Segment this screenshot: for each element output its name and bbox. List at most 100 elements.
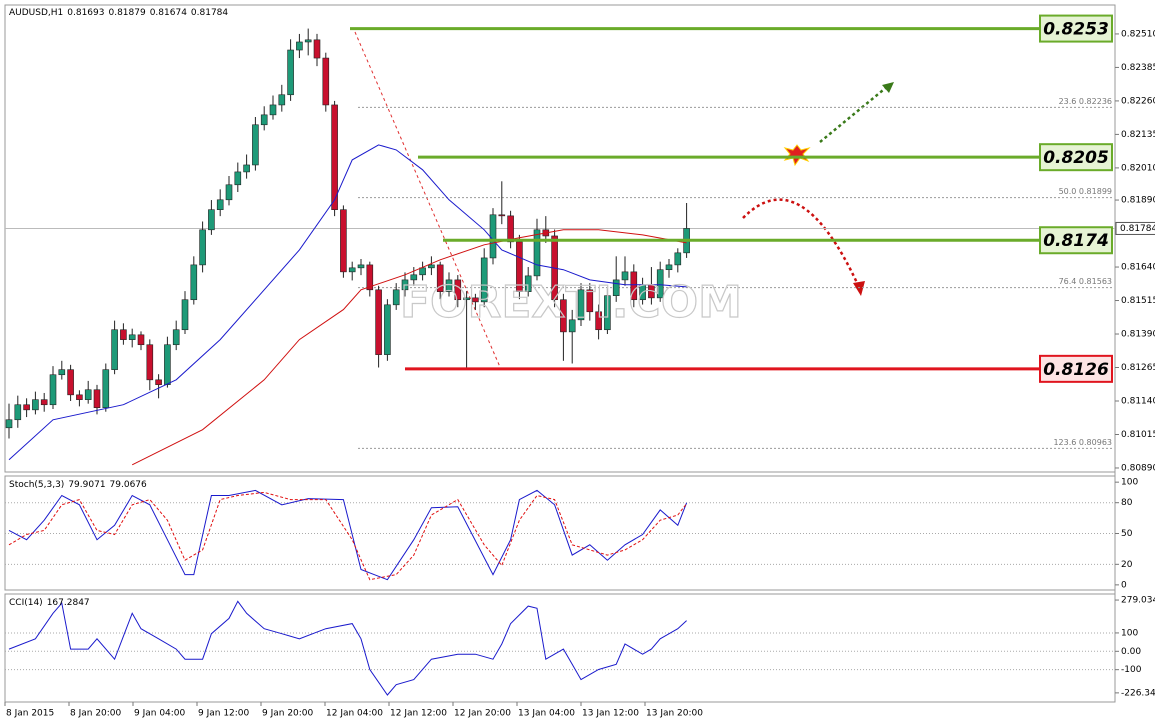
- x-tick-label: 9 Jan 20:00: [262, 709, 314, 719]
- candle-body: [164, 344, 171, 385]
- candle-body: [225, 184, 233, 201]
- fib-label: 23.6 0.82236: [1059, 97, 1112, 106]
- candle-body: [146, 344, 154, 381]
- x-tick-label: 9 Jan 12:00: [198, 709, 250, 719]
- y-tick-label: 100: [1121, 478, 1138, 488]
- candle-body: [665, 264, 673, 271]
- candle-body: [58, 369, 66, 376]
- level-box: [1039, 354, 1113, 383]
- candle-body: [340, 209, 347, 273]
- candle-body: [595, 311, 602, 331]
- y-tick-label: 279.034: [1121, 596, 1155, 606]
- candle-body: [252, 124, 259, 166]
- candle-body: [172, 329, 180, 346]
- candle-body: [208, 209, 215, 231]
- y-tick-label: 100: [1121, 628, 1138, 638]
- y-tick-label: 0.81015: [1121, 430, 1155, 440]
- candle-body: [445, 279, 453, 292]
- candle-body: [84, 389, 92, 400]
- y-tick-label: 0.82135: [1121, 130, 1155, 140]
- candle-body: [375, 289, 382, 355]
- level-box: [1039, 14, 1113, 43]
- indicator-name: CCI(14): [9, 598, 43, 608]
- symbol: AUDUSD,H1: [9, 8, 63, 18]
- candle-body: [568, 319, 576, 333]
- candle-body: [331, 104, 338, 210]
- candle-body: [278, 94, 286, 106]
- candle-body: [357, 264, 365, 269]
- candle-body: [533, 229, 541, 277]
- x-tick-label: 13 Jan 12:00: [582, 709, 639, 719]
- watermark: FOREXTI.COM: [400, 277, 742, 328]
- candle-body: [76, 394, 83, 400]
- candle-body: [322, 57, 330, 106]
- candle-body: [612, 279, 620, 297]
- indicator-header: CCI(14) 167.2847: [9, 598, 90, 608]
- candle-body: [498, 214, 506, 217]
- candle-body: [463, 297, 470, 301]
- candle-body: [190, 264, 198, 301]
- candle-body: [428, 264, 435, 269]
- candle-body: [472, 297, 479, 303]
- y-tick-label: 0.82010: [1121, 163, 1155, 173]
- y-tick-label: 50: [1121, 529, 1133, 539]
- chart-header: AUDUSD,H1 0.81693 0.81879 0.81674 0.81784: [9, 8, 228, 18]
- y-tick-label: -226.345: [1121, 688, 1155, 698]
- indicator-line: [8, 600, 687, 696]
- ohlc-value: 0.81784: [191, 8, 228, 18]
- candle-body: [93, 389, 101, 408]
- candle-body: [32, 399, 39, 411]
- candle-body: [507, 215, 514, 243]
- candle-body: [630, 271, 638, 301]
- candle-body: [137, 334, 145, 346]
- indicator-line: [8, 491, 687, 581]
- candle-body: [516, 241, 523, 292]
- ohlc-value: 0.81674: [150, 8, 187, 18]
- candle-body: [296, 41, 303, 51]
- candle-body: [384, 304, 391, 355]
- level-label: 0.8205: [1043, 148, 1109, 168]
- candle-body: [586, 289, 594, 313]
- indicator-header: Stoch(5,3,3) 79.9071 79.0676: [9, 480, 147, 490]
- candle-body: [560, 299, 567, 333]
- candle-body: [14, 404, 22, 421]
- y-tick-label: 0.81390: [1121, 330, 1155, 340]
- y-tick-label: 0.00: [1121, 647, 1141, 657]
- candle-body: [489, 214, 497, 259]
- y-tick-label: 0.81515: [1121, 296, 1155, 306]
- indicator-line: [8, 489, 688, 581]
- y-tick-label: 0.82385: [1121, 63, 1155, 73]
- candle-body: [49, 374, 57, 406]
- level-label: 0.8253: [1043, 20, 1109, 40]
- y-tick-label: 0.81140: [1121, 396, 1155, 406]
- candle-body: [436, 264, 444, 292]
- indicator-name: Stoch(5,3,3): [9, 480, 64, 490]
- arrow-down-head: [853, 281, 865, 296]
- price-box: [1115, 221, 1155, 235]
- arrow-up-head: [882, 82, 894, 93]
- y-tick-label: 0: [1121, 580, 1127, 590]
- price-label: 0.81784: [1120, 224, 1155, 234]
- candle-body: [199, 229, 206, 266]
- y-tick-label: 0.81640: [1121, 263, 1155, 273]
- candle-body: [128, 334, 136, 340]
- y-tick-label: 20: [1121, 560, 1133, 570]
- indicator-value: 79.0676: [110, 480, 147, 490]
- candle-body: [577, 289, 585, 321]
- candle-body: [181, 299, 189, 331]
- candle-body: [524, 275, 532, 292]
- x-tick-label: 12 Jan 20:00: [454, 709, 511, 719]
- level-label: 0.8174: [1043, 231, 1109, 251]
- moving-average: [131, 229, 687, 466]
- candle-body: [656, 269, 664, 299]
- y-tick-label: 0.82510: [1121, 29, 1155, 39]
- candle-body: [234, 171, 242, 186]
- candle-body: [674, 252, 682, 266]
- y-tick-label: 0.81890: [1121, 196, 1155, 206]
- candle-body: [155, 379, 162, 385]
- fib-label: 76.4 0.81563: [1059, 277, 1112, 286]
- indicator-value: 167.2847: [47, 598, 90, 608]
- candle-body: [401, 279, 409, 291]
- candle-body: [260, 114, 268, 126]
